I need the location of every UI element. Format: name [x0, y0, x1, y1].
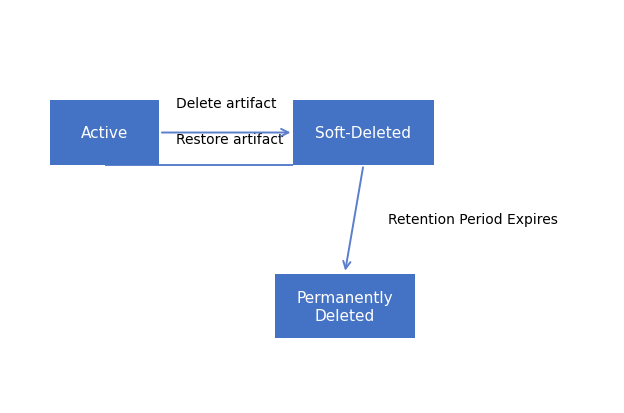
Text: Soft-Deleted: Soft-Deleted	[316, 126, 411, 141]
FancyBboxPatch shape	[50, 101, 159, 165]
Text: Retention Period Expires: Retention Period Expires	[388, 213, 558, 227]
FancyBboxPatch shape	[293, 101, 434, 165]
FancyBboxPatch shape	[275, 275, 415, 339]
Text: Permanently
Deleted: Permanently Deleted	[296, 290, 393, 323]
Text: Active: Active	[81, 126, 128, 141]
Text: Delete artifact: Delete artifact	[176, 97, 276, 110]
Text: Restore artifact: Restore artifact	[177, 133, 284, 147]
